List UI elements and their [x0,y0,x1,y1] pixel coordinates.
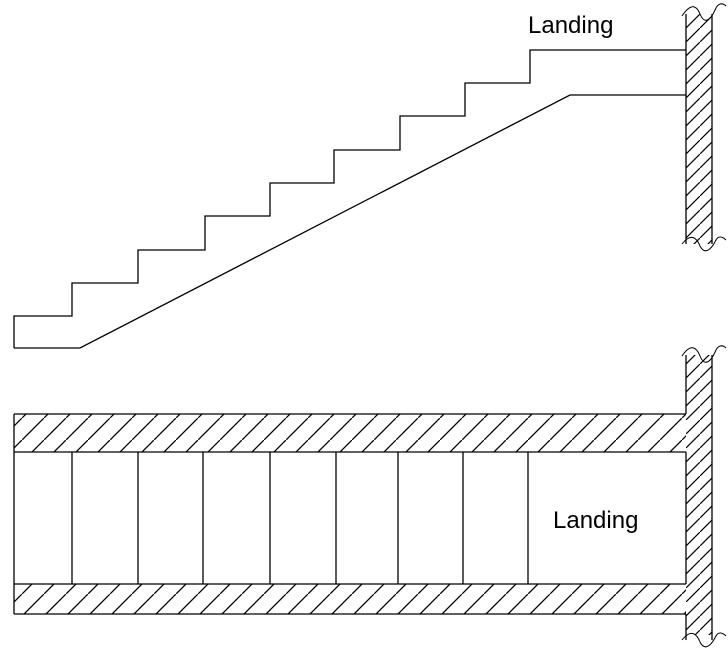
plan-wall-break-bottom [681,632,727,648]
stair-plan-view: Landing [13,345,727,648]
stair-soffit-line [14,94,686,349]
plan-landing-label: Landing [553,507,638,534]
wall-break-bottom [681,236,727,252]
plan-top-wall-hatch [14,414,686,452]
plan-end-wall-hatch [686,355,712,635]
plan-top-wall [14,414,686,452]
section-wall-hatch [686,14,712,244]
plan-wall-break-top [681,345,727,363]
plan-bottom-wall-hatch [14,584,686,614]
wall-break-top [681,3,727,21]
plan-bottom-wall [14,584,686,614]
section-wall [681,3,727,252]
stair-section-view: Landing [13,3,727,349]
section-landing-label: Landing [528,12,613,39]
stair-steps-profile [13,49,686,348]
plan-treads [71,452,529,584]
